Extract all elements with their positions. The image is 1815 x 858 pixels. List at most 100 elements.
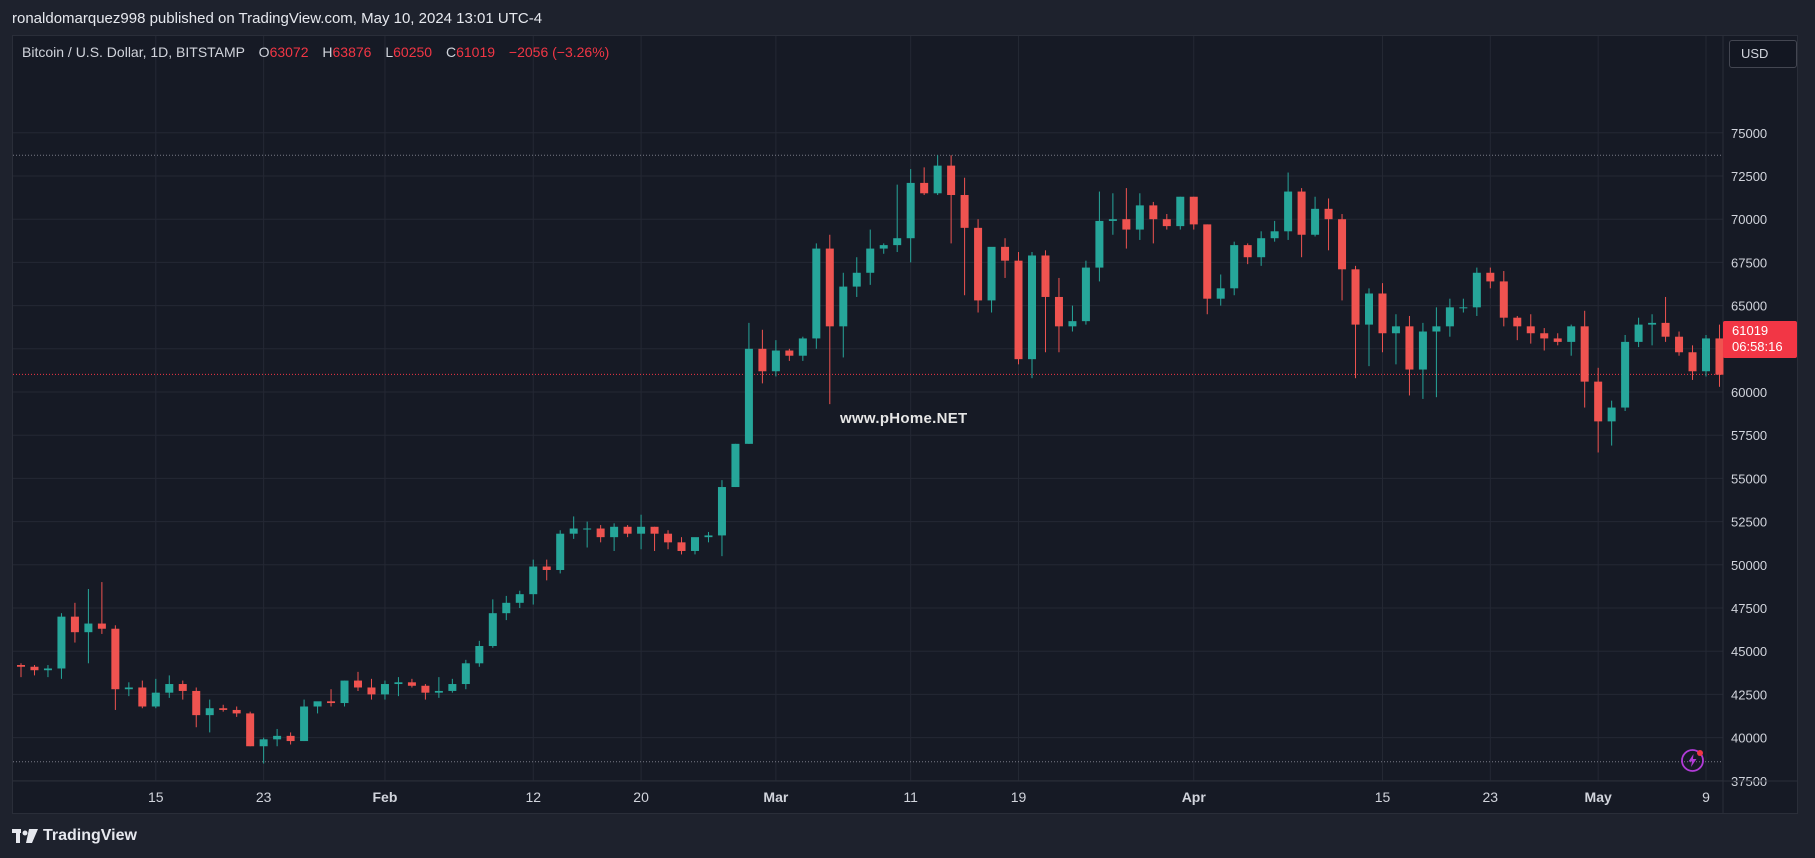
candle-body[interactable] xyxy=(1513,317,1522,327)
candle-body[interactable] xyxy=(1526,326,1535,334)
candle-body[interactable] xyxy=(906,182,915,239)
candle-body[interactable] xyxy=(1702,338,1710,372)
candle-body[interactable] xyxy=(1284,191,1293,232)
candle-body[interactable] xyxy=(1486,272,1495,282)
candle-body[interactable] xyxy=(84,623,93,633)
candle-body[interactable] xyxy=(744,348,753,444)
candle-body[interactable] xyxy=(798,338,807,356)
candle-body[interactable] xyxy=(771,350,780,372)
candle-body[interactable] xyxy=(610,526,619,538)
candle-body[interactable] xyxy=(327,701,336,704)
candle-body[interactable] xyxy=(637,526,646,534)
candlestick-chart[interactable]: 3750040000425004500047500500005250055000… xyxy=(13,36,1797,813)
candle-body[interactable] xyxy=(1054,296,1063,327)
candle-body[interactable] xyxy=(1351,269,1360,325)
candle-body[interactable] xyxy=(286,735,295,742)
candle-body[interactable] xyxy=(691,537,699,551)
candle-body[interactable] xyxy=(138,687,147,707)
candle-body[interactable] xyxy=(421,685,430,693)
candle-body[interactable] xyxy=(1176,196,1185,227)
candle-body[interactable] xyxy=(1432,326,1441,332)
candle-body[interactable] xyxy=(1122,219,1131,230)
candle-body[interactable] xyxy=(664,533,673,543)
candle-body[interactable] xyxy=(1580,326,1589,382)
candle-body[interactable] xyxy=(1001,246,1010,261)
candle-body[interactable] xyxy=(1715,338,1724,375)
candle-body[interactable] xyxy=(1365,293,1373,325)
bolt-icon[interactable] xyxy=(1680,748,1705,773)
candle-body[interactable] xyxy=(232,709,241,714)
candle-body[interactable] xyxy=(825,248,834,327)
candle-body[interactable] xyxy=(1149,205,1158,220)
tradingview-logo-icon[interactable] xyxy=(12,828,38,844)
candle-body[interactable] xyxy=(1607,407,1616,422)
candle-body[interactable] xyxy=(394,682,403,685)
candle-body[interactable] xyxy=(461,663,470,685)
candle-body[interactable] xyxy=(1257,238,1266,258)
candle-body[interactable] xyxy=(1297,191,1306,235)
candle-body[interactable] xyxy=(1108,219,1117,221)
candle-body[interactable] xyxy=(1391,326,1400,334)
candle-body[interactable] xyxy=(1499,281,1508,318)
candle-body[interactable] xyxy=(569,528,578,534)
candle-body[interactable] xyxy=(1203,224,1212,299)
candle-body[interactable] xyxy=(300,706,309,742)
candle-body[interactable] xyxy=(1553,338,1562,342)
candle-body[interactable] xyxy=(1324,208,1333,220)
candle-body[interactable] xyxy=(1540,333,1549,339)
candle-body[interactable] xyxy=(1472,272,1481,308)
candle-body[interactable] xyxy=(893,238,902,246)
candle-body[interactable] xyxy=(340,680,349,704)
candle-body[interactable] xyxy=(178,684,187,691)
candle-body[interactable] xyxy=(434,690,443,693)
candle-body[interactable] xyxy=(70,616,79,633)
chart-frame[interactable]: 37500 40000 42500 45000 47500 50000 52500 55000… xyxy=(12,35,1798,814)
candle-body[interactable] xyxy=(165,684,174,693)
footer-brand[interactable]: TradingView xyxy=(43,827,137,844)
candle-body[interactable] xyxy=(1135,205,1144,230)
candle-body[interactable] xyxy=(192,690,201,716)
candle-body[interactable] xyxy=(515,594,524,603)
candle-body[interactable] xyxy=(1459,307,1468,309)
candle-body[interactable] xyxy=(852,272,861,287)
candle-body[interactable] xyxy=(313,701,322,707)
candle-body[interactable] xyxy=(960,195,969,228)
candle-body[interactable] xyxy=(839,286,848,327)
candle-body[interactable] xyxy=(1311,208,1320,235)
candle-body[interactable] xyxy=(1621,341,1630,408)
candle-body[interactable] xyxy=(529,566,538,595)
candle-body[interactable] xyxy=(246,713,255,747)
candle-body[interactable] xyxy=(43,668,52,671)
candle-body[interactable] xyxy=(1014,260,1023,360)
candle-body[interactable] xyxy=(124,687,133,690)
candle-body[interactable] xyxy=(1418,331,1427,370)
symbol-name[interactable]: Bitcoin / U.S. Dollar, 1D, BITSTAMP xyxy=(22,44,245,60)
candle-body[interactable] xyxy=(947,165,956,196)
candle-body[interactable] xyxy=(933,165,942,194)
candle-body[interactable] xyxy=(812,248,821,339)
candle-body[interactable] xyxy=(717,487,726,536)
candle-body[interactable] xyxy=(542,566,551,570)
candle-body[interactable] xyxy=(205,708,214,716)
candle-body[interactable] xyxy=(987,246,996,301)
candle-body[interactable] xyxy=(97,623,106,629)
candle-body[interactable] xyxy=(1041,255,1050,297)
candle-body[interactable] xyxy=(448,684,457,691)
candle-body[interactable] xyxy=(1634,324,1643,342)
candle-body[interactable] xyxy=(1688,352,1697,372)
candle-body[interactable] xyxy=(1594,381,1603,422)
plot-area[interactable] xyxy=(13,36,1723,781)
candle-body[interactable] xyxy=(1567,326,1576,342)
candle-body[interactable] xyxy=(731,443,740,488)
candle-body[interactable] xyxy=(704,535,713,538)
candle-body[interactable] xyxy=(596,528,605,538)
candle-body[interactable] xyxy=(1338,219,1347,270)
candle-body[interactable] xyxy=(1068,321,1077,327)
candle-body[interactable] xyxy=(1405,326,1414,370)
candle-body[interactable] xyxy=(475,646,484,664)
candle-body[interactable] xyxy=(556,533,565,570)
candle-body[interactable] xyxy=(866,248,875,273)
candle-body[interactable] xyxy=(1162,219,1171,227)
candle-body[interactable] xyxy=(380,684,389,695)
candle-body[interactable] xyxy=(151,692,160,707)
